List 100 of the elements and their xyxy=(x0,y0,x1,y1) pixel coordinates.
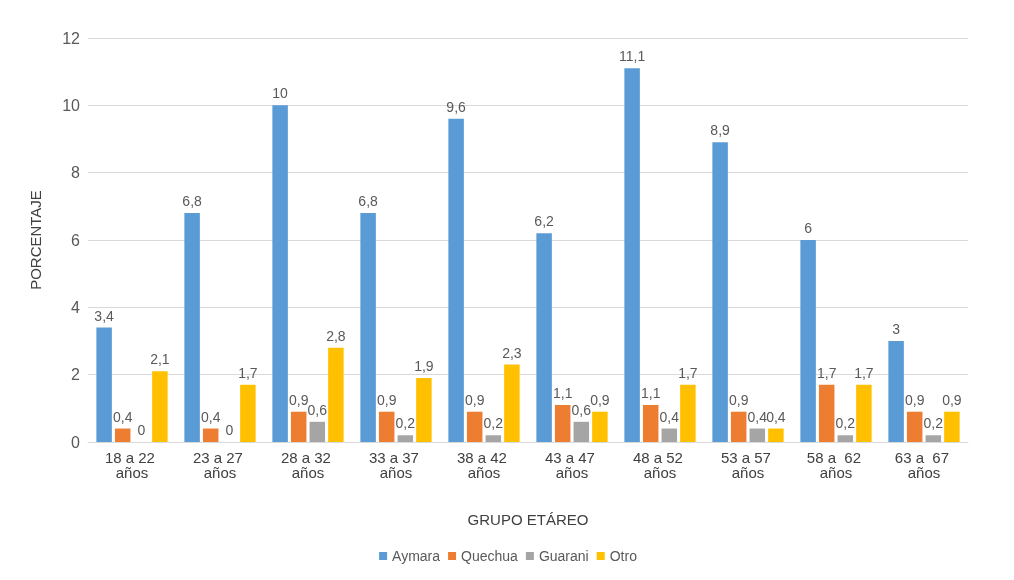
x-tick-label: 23 a 27 años xyxy=(192,449,248,481)
data-label: 0,9 xyxy=(288,391,309,408)
bar xyxy=(680,384,696,442)
data-label: 0,6 xyxy=(307,401,328,418)
bar xyxy=(485,435,502,442)
y-tick-label: 0 xyxy=(71,433,81,451)
x-tick-label: 53 a 57 años xyxy=(720,449,776,481)
data-label: 0,9 xyxy=(728,391,749,408)
data-label: 1,7 xyxy=(238,364,258,381)
bar xyxy=(114,428,131,442)
bar xyxy=(240,384,256,442)
bar xyxy=(573,421,590,442)
data-label: 1,1 xyxy=(552,384,573,401)
bar xyxy=(818,384,835,442)
data-label: 1,7 xyxy=(678,364,698,381)
bar xyxy=(837,435,854,442)
data-label: 8,9 xyxy=(710,122,731,139)
data-label: 3,4 xyxy=(94,307,115,324)
data-label: 0 xyxy=(225,422,234,438)
bar xyxy=(152,371,168,442)
bar xyxy=(712,142,728,442)
y-tick-label: 2 xyxy=(71,366,81,384)
legend-label: Otro xyxy=(609,548,638,564)
bar xyxy=(397,435,414,442)
bar xyxy=(416,378,432,442)
data-label: 0,2 xyxy=(483,415,504,432)
data-label: 0 xyxy=(137,422,146,438)
bar xyxy=(944,411,960,442)
bar xyxy=(309,421,326,442)
data-label: 0,4 xyxy=(747,408,768,425)
data-label: 1,7 xyxy=(816,364,837,381)
bar xyxy=(856,384,872,442)
x-tick-label: 28 a 32 años xyxy=(280,449,336,481)
y-tick-label: 12 xyxy=(62,29,81,47)
bar xyxy=(504,364,520,442)
data-label: 6 xyxy=(804,220,813,236)
data-label: 2,1 xyxy=(150,351,170,368)
legend-label: Aymara xyxy=(392,548,441,564)
data-label: 1,9 xyxy=(414,358,434,375)
bar xyxy=(661,428,678,442)
data-label: 6,8 xyxy=(358,193,379,210)
bar xyxy=(554,404,571,442)
data-label: 0,4 xyxy=(200,408,221,425)
x-tick-label: 33 a 37 años xyxy=(368,449,424,481)
data-label: 1,1 xyxy=(640,384,661,401)
bar xyxy=(328,347,344,442)
bar xyxy=(272,105,288,442)
data-label: 2,3 xyxy=(502,344,522,361)
data-label: 0,2 xyxy=(923,415,944,432)
data-label: 0,9 xyxy=(942,391,962,408)
y-tick-label: 4 xyxy=(71,298,81,316)
bar xyxy=(360,213,376,442)
data-label: 0,9 xyxy=(590,391,610,408)
bar xyxy=(290,411,307,442)
x-tick-label: 43 a 47 años xyxy=(544,449,600,481)
data-label: 11,1 xyxy=(619,48,646,65)
data-label: 0,4 xyxy=(659,408,680,425)
legend-label: Quechua xyxy=(461,548,519,564)
bar xyxy=(906,411,923,442)
data-label: 2,8 xyxy=(326,327,346,344)
data-label: 0,4 xyxy=(766,408,786,425)
x-tick-label: 48 a 52 años xyxy=(632,449,688,481)
x-tick-label: 38 a 42 años xyxy=(456,449,512,481)
bar xyxy=(624,68,640,442)
bar xyxy=(642,404,659,442)
data-label: 0,2 xyxy=(835,415,856,432)
data-label: 0,4 xyxy=(112,408,133,425)
bar xyxy=(466,411,483,442)
x-tick-label: 58 a 62 años xyxy=(806,449,866,481)
bar xyxy=(800,240,816,442)
y-tick-label: 8 xyxy=(71,164,81,182)
bar xyxy=(749,428,766,442)
data-label: 0,9 xyxy=(464,391,485,408)
x-tick-label: 63 a 67 años xyxy=(894,449,954,481)
data-label: 1,7 xyxy=(854,364,874,381)
y-tick-label: 10 xyxy=(62,96,81,114)
data-label: 3 xyxy=(892,321,901,337)
bar xyxy=(592,411,608,442)
bar xyxy=(888,341,904,442)
bar xyxy=(768,428,784,442)
data-label: 6,8 xyxy=(182,193,203,210)
bar xyxy=(925,435,942,442)
x-tick-label: 18 a 22 años xyxy=(104,449,160,481)
data-label: 0,9 xyxy=(904,391,925,408)
bar xyxy=(730,411,747,442)
bar xyxy=(184,213,200,442)
data-label: 9,6 xyxy=(446,98,467,115)
legend-label: Guarani xyxy=(538,548,589,564)
bar xyxy=(448,118,464,442)
data-label: 0,9 xyxy=(376,391,397,408)
y-tick-label: 6 xyxy=(71,231,81,249)
bar xyxy=(96,327,112,442)
y-axis-title: PORCENTAJE xyxy=(27,190,44,290)
data-label: 0,2 xyxy=(395,415,416,432)
bar xyxy=(378,411,395,442)
bar xyxy=(536,233,552,442)
x-axis-title: GRUPO ETÁREO xyxy=(467,511,589,528)
data-label: 6,2 xyxy=(534,213,555,230)
data-label: 10 xyxy=(272,85,289,102)
data-label: 0,6 xyxy=(571,401,592,418)
